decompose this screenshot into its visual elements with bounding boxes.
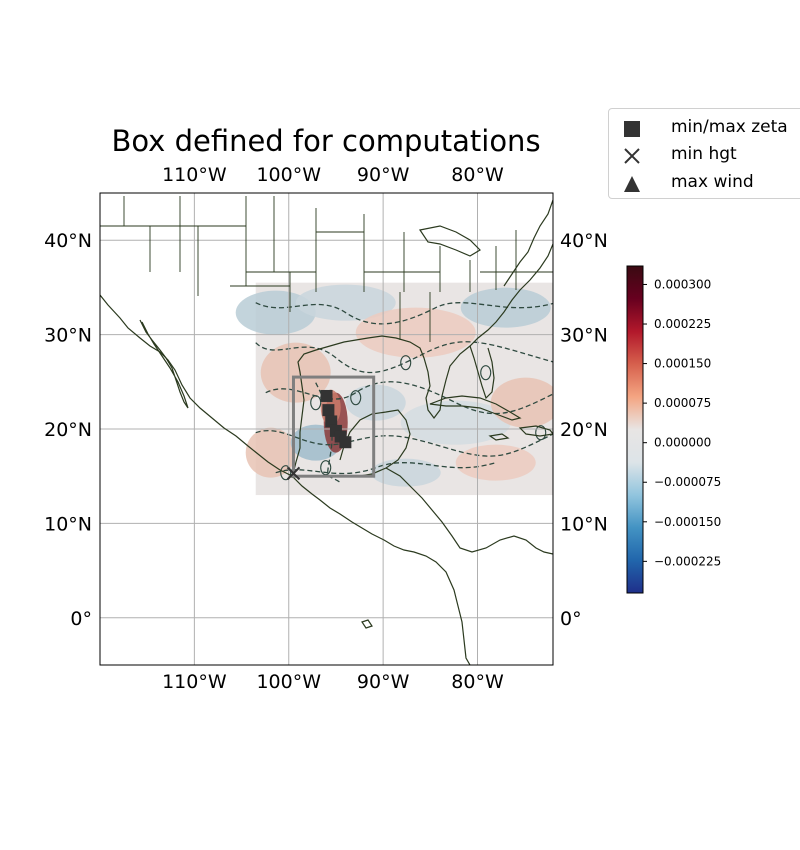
zeta-marker [322,404,335,417]
colorbar-tick-label: 0.000150 [654,357,711,371]
map-frame [99,192,554,666]
coastlines-layer [100,196,553,665]
lon-tick-label: 80°W [451,164,504,186]
lat-tick-label: 20°N [560,419,608,441]
coastline-central-america [385,467,553,555]
coastline-hispaniola [518,425,553,437]
lat-tick-label: 40°N [560,230,608,252]
field-shade [295,284,396,321]
field-shade [345,384,406,421]
field-shade [245,427,296,478]
lon-tick-label: 90°W [357,671,410,693]
lon-tick-labels-top: 110°W 100°W 90°W 80°W [162,164,504,186]
lat-tick-label: 20°N [44,419,92,441]
field-shade [370,458,441,487]
field-shade [400,400,511,445]
lat-tick-label: 0° [70,608,92,630]
lon-tick-label: 100°W [256,164,321,186]
legend-item-min-max-zeta: min/max zeta [609,117,800,139]
field-contour-loop [280,465,292,481]
lat-tick-label: 40°N [44,230,92,252]
lat-tick-label: 30°N [44,325,92,347]
state-boundaries [100,196,553,342]
field-shade [260,342,331,403]
field-contour [265,381,553,415]
min-hgt-marker [286,466,301,481]
computation-box [291,375,376,478]
colorbar: 0.000300 0.000225 0.000150 0.000075 0.000000… [626,265,721,594]
legend-label: min/max zeta [671,117,788,137]
field-contour-loop [400,355,412,371]
field-contour-loop [320,460,332,476]
lat-tick-label: 30°N [560,325,608,347]
lon-tick-label: 110°W [162,164,227,186]
lon-tick-labels-bottom: 110°W 100°W 90°W 80°W [162,671,504,693]
coastline-cuba [429,395,522,421]
lat-tick-label: 10°N [560,513,608,535]
data-field-layer [235,282,553,496]
triangle-marker-icon [624,176,640,192]
square-marker-icon [624,121,640,137]
colorbar-tick-label: −0.000075 [654,475,721,489]
lat-tick-labels-left: 40°N 30°N 20°N 10°N 0° [44,230,92,630]
lat-tick-label: 10°N [44,513,92,535]
coastline-great-lakes [419,225,481,257]
map-panel: 110°W 100°W 90°W 80°W 110°W 100°W 90°W 80°W 40… [44,164,608,693]
field-contour [255,430,553,457]
colorbar-tick-label: 0.000300 [654,277,711,291]
field-contour-loop [310,395,322,411]
map-title: Box defined for computations [111,124,540,158]
field-shade [490,377,553,428]
zeta-marker [339,436,352,449]
coastline-jamaica [488,433,510,441]
field-shade [355,307,476,358]
legend-item-min-hgt: min hgt [609,144,800,166]
coastline-baja [139,319,189,409]
legend-label: min hgt [671,144,737,164]
zeta-marker [320,389,333,402]
legend-label: max wind [671,172,754,192]
x-marker-icon [624,148,640,164]
colorbar-tick-label: −0.000150 [654,515,721,529]
field-contour [255,302,553,325]
track-markers [286,389,352,481]
legend-item-max-wind: max wind [609,172,800,194]
colorbar-tick-label: 0.000225 [654,317,711,331]
lon-tick-label: 110°W [162,671,227,693]
zeta-marker [325,415,338,428]
coastline-islands [361,619,373,629]
colorbar-ticks: 0.000300 0.000225 0.000150 0.000075 0.000000… [643,277,721,568]
colorbar-tick-label: −0.000225 [654,554,721,568]
lat-tick-labels-right: 40°N 30°N 20°N 10°N 0° [560,230,608,630]
field-shade [235,290,316,335]
coastline-florida [469,345,495,400]
lon-tick-label: 90°W [357,164,410,186]
colorbar-gradient [626,265,644,594]
colorbar-tick-label: 0.000000 [654,436,711,450]
lat-tick-label: 0° [560,608,582,630]
coastline-yucatan [339,409,411,477]
field-contour-loop [480,365,492,381]
field-contour-loop [350,390,362,406]
field-shade [455,444,536,481]
colorbar-tick-label: 0.000075 [654,396,711,410]
field-contour-loop [535,425,547,441]
legend: min/max zeta min hgt max wind [608,108,800,199]
field-contour [255,341,553,374]
lon-tick-label: 100°W [256,671,321,693]
lon-tick-label: 80°W [451,671,504,693]
